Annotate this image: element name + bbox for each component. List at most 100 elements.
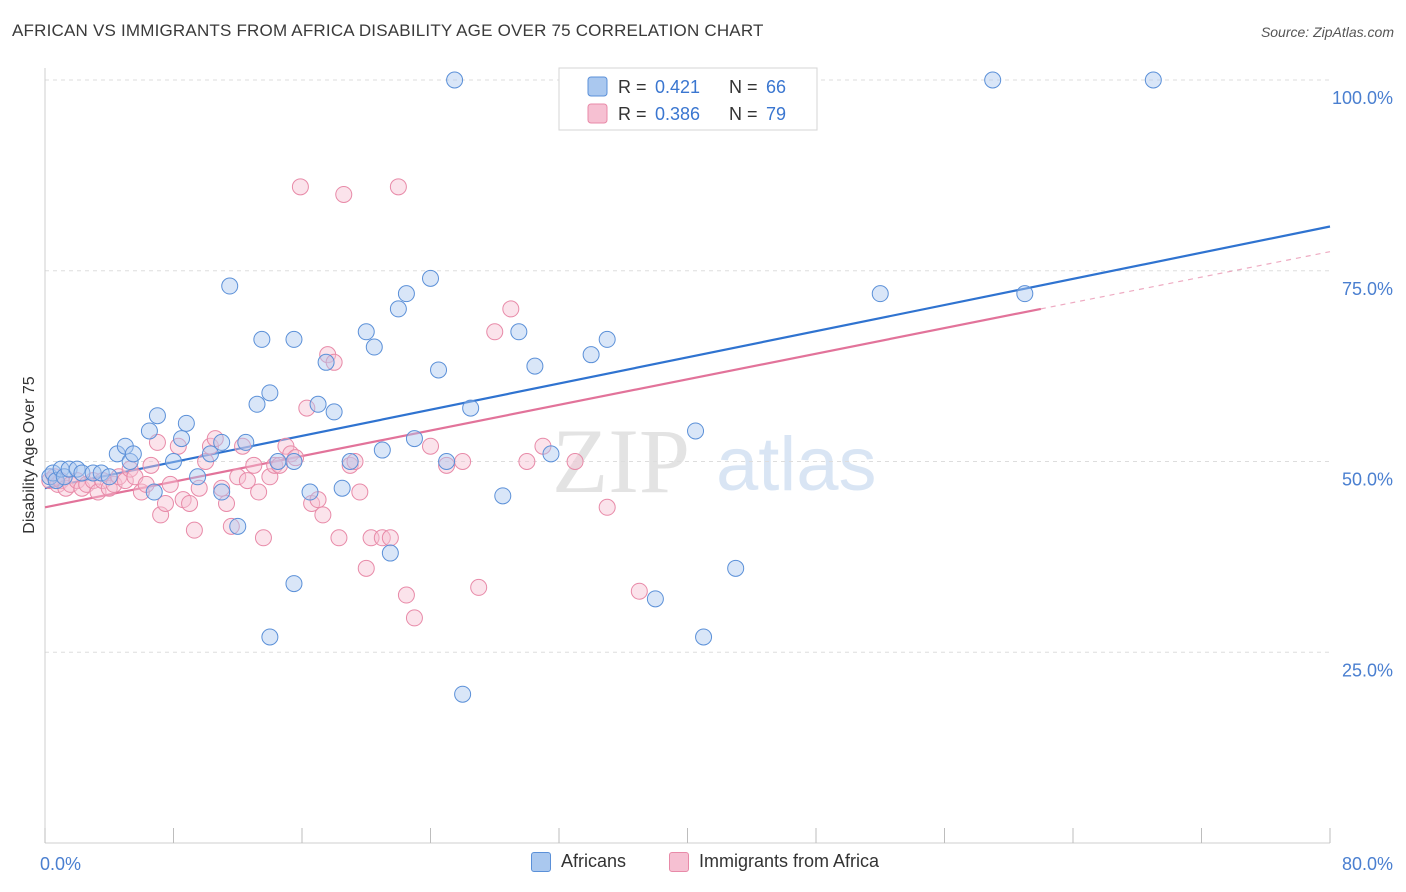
legend-swatch-africans [587, 76, 608, 97]
immigrants-point [218, 494, 236, 512]
legend-r-label-1: R = [618, 77, 647, 97]
tick-labels: 100.0% 75.0% 50.0% 25.0% 0.0% 80.0% [40, 88, 1393, 874]
legend-item-immigrants: Immigrants from Africa [669, 851, 879, 872]
africans-point [261, 384, 279, 402]
legend-n-label-1: N = [729, 77, 758, 97]
africans-point [397, 285, 415, 303]
x-tick-label: 80.0% [1342, 854, 1393, 874]
africans-point [646, 590, 664, 608]
legend-n-label-2: N = [729, 104, 758, 124]
legend-swatch-africans-bottom [531, 851, 551, 872]
x-tick-label: 0.0% [40, 854, 81, 874]
immigrants-point [566, 453, 584, 470]
immigrants-point [381, 529, 399, 547]
africans-point [285, 575, 303, 593]
immigrants-point [261, 468, 279, 486]
chart-title: AFRICAN VS IMMIGRANTS FROM AFRICA DISABI… [12, 21, 764, 40]
immigrants-point [298, 399, 316, 417]
africans-point [341, 453, 359, 470]
watermark-atlas: atlas [716, 422, 877, 507]
immigrants-point [470, 578, 488, 596]
africans-point [526, 357, 544, 375]
africans-point [389, 300, 407, 318]
africans-point [438, 453, 456, 470]
y-tick-label: 100.0% [1332, 88, 1393, 108]
immigrants-point [630, 582, 648, 600]
immigrants-point [518, 453, 536, 470]
africans-point [582, 346, 600, 364]
legend-n-value-2: 79 [766, 104, 786, 124]
chart-source: Source: ZipAtlas.com [1260, 24, 1394, 40]
africans-point [430, 361, 448, 379]
africans-point [285, 330, 303, 348]
africans-point [145, 483, 163, 501]
axes [44, 68, 1331, 844]
y-tick-label: 75.0% [1342, 279, 1393, 299]
legend-label-immigrants: Immigrants from Africa [699, 851, 880, 871]
africans-point [253, 330, 271, 348]
legend-r-label-2: R = [618, 104, 647, 124]
immigrants-point [116, 472, 134, 490]
immigrants-point [222, 517, 240, 535]
africans-point [454, 685, 472, 703]
immigrants-point [422, 437, 439, 455]
immigrants-point [486, 323, 504, 341]
immigrants-point [314, 506, 332, 524]
legend-swatch-immigrants [587, 103, 608, 124]
africans-point [140, 422, 158, 440]
legend-r-value-2: 0.386 [655, 104, 700, 124]
africans-point [1144, 71, 1162, 89]
immigrants-point [89, 483, 107, 501]
africans-point [237, 433, 255, 451]
immigrants-trend-extension [1040, 251, 1331, 310]
africans-point [695, 628, 713, 646]
immigrants-point [454, 453, 472, 470]
africans-point [285, 453, 303, 470]
africans-point [325, 403, 343, 421]
africans-point [494, 487, 512, 505]
africans-point [269, 453, 287, 470]
immigrants-point [250, 483, 268, 501]
africans-point [100, 468, 118, 486]
africans-point [189, 468, 207, 486]
africans-point [213, 483, 231, 501]
africans-point [92, 464, 110, 482]
legend-label-africans: Africans [561, 851, 627, 871]
africans-point [405, 430, 423, 448]
legend-r-value-1: 0.421 [655, 77, 700, 97]
immigrants-point [346, 453, 364, 470]
africans-point [365, 338, 383, 356]
immigrants-point [185, 521, 203, 539]
immigrants-point [351, 483, 369, 501]
immigrants-point [502, 300, 520, 318]
africans-point [446, 71, 464, 89]
africans-point [422, 269, 439, 287]
africans-point [381, 544, 399, 562]
africans-point [510, 323, 528, 341]
immigrants-point [229, 468, 247, 486]
y-axis-label: Disability Age Over 75 [21, 376, 38, 534]
y-tick-label: 50.0% [1342, 470, 1393, 490]
africans-point [309, 395, 327, 413]
africans-point [333, 479, 351, 497]
y-tick-label: 25.0% [1342, 660, 1393, 680]
africans-point [727, 559, 745, 577]
immigrants-point [156, 494, 174, 512]
immigrants-point [397, 586, 415, 604]
immigrants-point [142, 456, 160, 474]
bottom-legend: Africans Immigrants from Africa [0, 851, 1406, 879]
immigrants-point [181, 494, 199, 512]
africans-point [984, 71, 1002, 89]
africans-point [229, 517, 247, 535]
africans-point [357, 323, 375, 341]
africans-point [124, 445, 142, 463]
legend-n-value-1: 66 [766, 77, 786, 97]
immigrants-point [161, 475, 179, 493]
top-legend: R = 0.421 N = 66 R = 0.386 N = 79 [558, 67, 818, 131]
africans-point [148, 407, 166, 425]
africans-point [598, 330, 616, 348]
immigrants-point [438, 456, 456, 474]
immigrants-trend-line [44, 307, 1042, 509]
africans-point [261, 628, 279, 646]
